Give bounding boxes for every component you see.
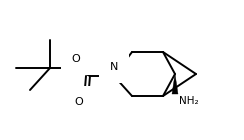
Polygon shape <box>172 74 178 94</box>
Text: NH₂: NH₂ <box>179 96 199 106</box>
Text: O: O <box>72 54 80 64</box>
Text: O: O <box>75 97 83 107</box>
Text: N: N <box>110 62 118 72</box>
